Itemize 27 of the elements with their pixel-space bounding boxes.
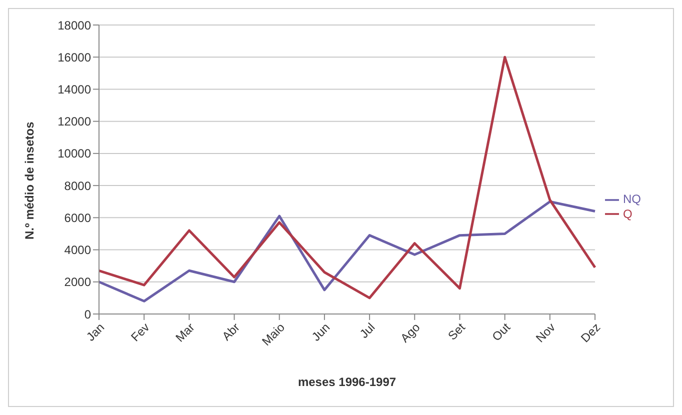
y-tick-label: 0 xyxy=(84,307,92,322)
y-tick-label: 6000 xyxy=(64,210,92,225)
x-tick-label: Out xyxy=(489,320,514,344)
y-tick-label: 4000 xyxy=(64,243,92,258)
x-tick-label: Set xyxy=(445,320,468,343)
x-tick-label: Abr xyxy=(219,320,242,344)
y-tick-label: 12000 xyxy=(58,114,92,129)
x-tick-label: Jul xyxy=(356,320,378,341)
y-tick-label: 14000 xyxy=(58,82,92,96)
y-tick-label: 18000 xyxy=(58,18,92,32)
x-tick-label: Nov xyxy=(533,320,558,346)
x-tick-label: Fev xyxy=(128,320,152,344)
x-tick-label: Jan xyxy=(84,320,108,344)
y-tick-label: 10000 xyxy=(58,146,92,161)
line-series xyxy=(98,56,596,300)
y-tick-label: 2000 xyxy=(64,275,92,290)
x-tick-label: Ago xyxy=(398,320,424,346)
legend-label: Q xyxy=(623,206,632,220)
line-series xyxy=(98,200,596,302)
y-axis-title: N.º médio de insetos xyxy=(22,121,36,240)
x-tick-label: Mar xyxy=(172,320,198,345)
x-axis-title: meses 1996-1997 xyxy=(298,375,396,389)
y-tick-label: 16000 xyxy=(58,50,92,64)
legend-label: NQ xyxy=(623,192,641,206)
x-tick-label: Jun xyxy=(309,320,333,344)
y-tick-label: 8000 xyxy=(64,178,92,193)
x-tick-label: Dez xyxy=(578,320,604,346)
